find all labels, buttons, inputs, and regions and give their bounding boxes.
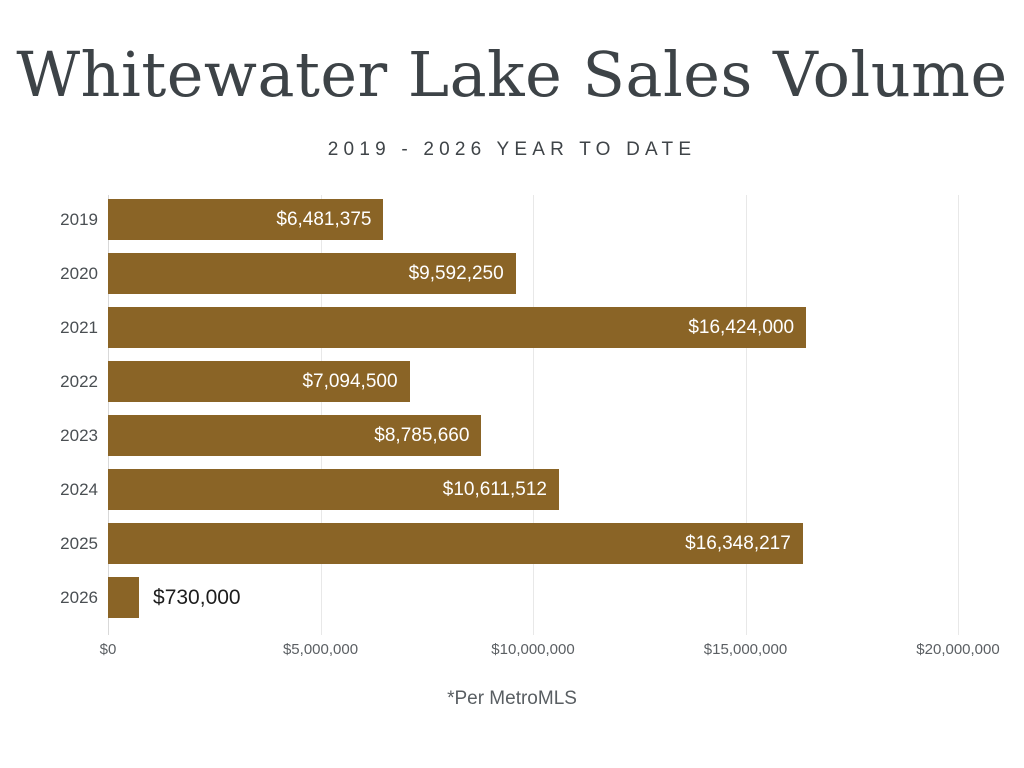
category-label-2024: 2024 bbox=[60, 480, 98, 499]
page-subtitle: 2019 - 2026 YEAR TO DATE bbox=[327, 139, 697, 160]
bar-2025[interactable] bbox=[108, 523, 803, 564]
category-label-2022: 2022 bbox=[60, 372, 98, 391]
bar-value-label-2026: $730,000 bbox=[153, 586, 241, 609]
category-label-2021: 2021 bbox=[60, 318, 98, 337]
bar-row[interactable]: 2021 $16,424,000 bbox=[60, 307, 958, 348]
bar-value-label-2021: $16,424,000 bbox=[688, 317, 795, 338]
gridline bbox=[745, 195, 747, 635]
x-tick-label: $15,000,000 bbox=[703, 641, 788, 658]
bar-value-label-2022: $7,094,500 bbox=[302, 371, 398, 392]
category-label-2023: 2023 bbox=[60, 426, 98, 445]
bar-row[interactable]: 2020 $9,592,250 bbox=[60, 253, 958, 294]
bar-value-label-2019: $6,481,375 bbox=[276, 209, 372, 230]
bar-row[interactable]: 2019 $6,481,375 bbox=[60, 199, 958, 240]
bar-value-label-2025: $16,348,217 bbox=[685, 533, 791, 554]
category-label-2019: 2019 bbox=[60, 210, 98, 229]
x-tick-label: $20,000,000 bbox=[916, 641, 1000, 658]
bar-2024[interactable] bbox=[108, 469, 559, 510]
bar-row[interactable]: 2025 $16,348,217 bbox=[60, 523, 958, 564]
plot-area: 2019 $6,481,375 2020 $9,592,250 2021 $16,424,… bbox=[60, 195, 1000, 658]
bar-2022[interactable] bbox=[108, 361, 410, 402]
footnote: *Per MetroMLS bbox=[447, 688, 577, 709]
bar-2023[interactable] bbox=[108, 415, 482, 456]
bar-row[interactable]: 2022 $7,094,500 bbox=[60, 361, 958, 402]
gridline bbox=[533, 195, 534, 635]
bar-2020[interactable] bbox=[108, 253, 516, 294]
bar-row[interactable]: 2026 $730,000 bbox=[60, 577, 958, 618]
bar-2021[interactable] bbox=[108, 307, 807, 348]
bar-row[interactable]: 2023 $8,785,660 bbox=[60, 415, 958, 456]
gridline bbox=[958, 195, 959, 635]
bar-value-label-2023: $8,785,660 bbox=[374, 425, 470, 446]
category-label-2025: 2025 bbox=[60, 534, 98, 553]
bar-2026[interactable] bbox=[108, 577, 140, 618]
bar-value-label-2024: $10,611,512 bbox=[442, 479, 547, 500]
page-title: Whitewater Lake Sales Volume bbox=[16, 38, 1008, 111]
bar-value-label-2020: $9,592,250 bbox=[408, 263, 504, 284]
x-tick-label: $0 bbox=[99, 641, 117, 658]
x-tick-label: $10,000,000 bbox=[491, 641, 575, 658]
bar-2019[interactable] bbox=[108, 199, 384, 240]
x-tick-label: $5,000,000 bbox=[282, 641, 359, 658]
category-label-2020: 2020 bbox=[60, 264, 98, 283]
bar-row[interactable]: 2024 $10,611,512 bbox=[60, 469, 958, 510]
category-label-2026: 2026 bbox=[60, 588, 98, 607]
